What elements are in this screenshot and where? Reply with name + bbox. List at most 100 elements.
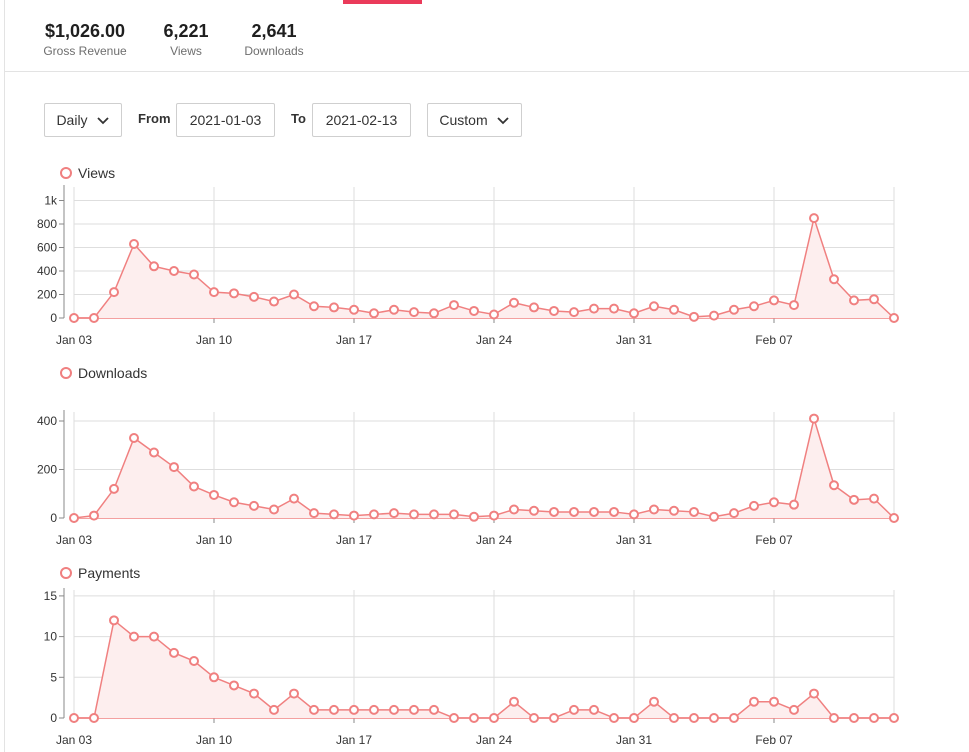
legend-marker-icon xyxy=(60,367,72,379)
x-tick-label: Feb 07 xyxy=(755,333,793,347)
data-point xyxy=(189,269,199,280)
data-point xyxy=(489,309,499,320)
data-point xyxy=(329,509,339,520)
data-point xyxy=(629,509,639,520)
data-point xyxy=(209,287,219,298)
data-point xyxy=(289,289,299,300)
data-point xyxy=(149,447,159,458)
data-point xyxy=(489,713,499,723)
data-point xyxy=(469,305,479,316)
data-point xyxy=(509,297,519,308)
downloads-legend: Downloads xyxy=(60,365,147,381)
data-point xyxy=(109,287,119,298)
data-point xyxy=(89,313,99,323)
x-tick-label: Jan 17 xyxy=(336,333,372,347)
y-tick-label: 10 xyxy=(44,630,58,644)
data-point xyxy=(649,504,659,515)
x-tick-label: Jan 03 xyxy=(56,733,92,747)
data-point xyxy=(829,274,839,285)
data-point xyxy=(249,688,259,699)
x-tick-label: Jan 17 xyxy=(336,733,372,747)
range-select[interactable]: Custom xyxy=(427,103,522,137)
series-area xyxy=(74,620,894,718)
data-point xyxy=(69,313,79,323)
data-point xyxy=(829,480,839,491)
data-point xyxy=(689,506,699,517)
content-border xyxy=(4,72,5,752)
data-point xyxy=(689,311,699,322)
y-tick-label: 200 xyxy=(37,288,57,302)
data-point xyxy=(349,510,359,521)
data-point xyxy=(309,508,319,519)
data-point xyxy=(809,413,819,424)
data-point xyxy=(729,713,739,723)
data-point xyxy=(449,713,459,723)
x-tick-label: Feb 07 xyxy=(755,733,793,747)
data-point xyxy=(829,713,839,723)
data-point xyxy=(289,688,299,699)
data-point xyxy=(649,696,659,707)
chevron-down-icon xyxy=(496,113,510,127)
data-point xyxy=(109,483,119,494)
data-point xyxy=(349,704,359,715)
x-tick-label: Jan 10 xyxy=(196,333,232,347)
data-point xyxy=(749,301,759,312)
data-point xyxy=(409,509,419,520)
data-point xyxy=(789,499,799,510)
data-point xyxy=(409,704,419,715)
from-label: From xyxy=(138,111,171,126)
data-point xyxy=(669,304,679,315)
data-point xyxy=(309,301,319,312)
x-tick-label: Jan 31 xyxy=(616,533,652,547)
data-point xyxy=(389,508,399,519)
payments-legend: Payments xyxy=(60,565,140,581)
data-point xyxy=(709,511,719,522)
data-point xyxy=(89,713,99,723)
data-point xyxy=(429,308,439,319)
data-point xyxy=(769,295,779,306)
interval-select[interactable]: Daily xyxy=(44,103,122,137)
to-label: To xyxy=(291,111,306,126)
data-point xyxy=(269,296,279,307)
gross-revenue-value: $1,026.00 xyxy=(44,21,126,41)
data-point xyxy=(589,506,599,517)
data-point xyxy=(249,291,259,302)
x-tick-label: Jan 03 xyxy=(56,533,92,547)
views-legend-label: Views xyxy=(78,165,116,181)
active-tab-indicator xyxy=(343,0,422,4)
to-date-input[interactable]: 2021-02-13 xyxy=(312,103,411,137)
data-point xyxy=(89,510,99,521)
data-point xyxy=(249,500,259,511)
data-point xyxy=(429,704,439,715)
data-point xyxy=(229,680,239,691)
data-point xyxy=(209,489,219,500)
data-point xyxy=(69,713,79,723)
data-point xyxy=(549,713,559,723)
x-tick-label: Jan 03 xyxy=(56,333,92,347)
y-tick-label: 0 xyxy=(50,311,57,325)
data-point xyxy=(369,308,379,319)
legend-marker-icon xyxy=(60,167,72,179)
data-point xyxy=(129,238,139,249)
data-point xyxy=(309,704,319,715)
data-point xyxy=(469,511,479,522)
from-date-input[interactable]: 2021-01-03 xyxy=(176,103,275,137)
data-point xyxy=(229,288,239,299)
data-point xyxy=(429,509,439,520)
data-point xyxy=(269,704,279,715)
downloads-value: 2,641 xyxy=(251,21,297,41)
data-point xyxy=(529,302,539,313)
downloads-label: Downloads xyxy=(244,44,304,58)
data-point xyxy=(869,493,879,504)
x-tick-label: Jan 10 xyxy=(196,533,232,547)
x-tick-label: Feb 07 xyxy=(755,533,793,547)
data-point xyxy=(129,432,139,443)
y-tick-label: 400 xyxy=(37,264,57,278)
data-point xyxy=(869,713,879,723)
data-point xyxy=(369,704,379,715)
data-point xyxy=(729,508,739,519)
y-tick-label: 0 xyxy=(50,711,57,725)
data-point xyxy=(169,266,179,276)
